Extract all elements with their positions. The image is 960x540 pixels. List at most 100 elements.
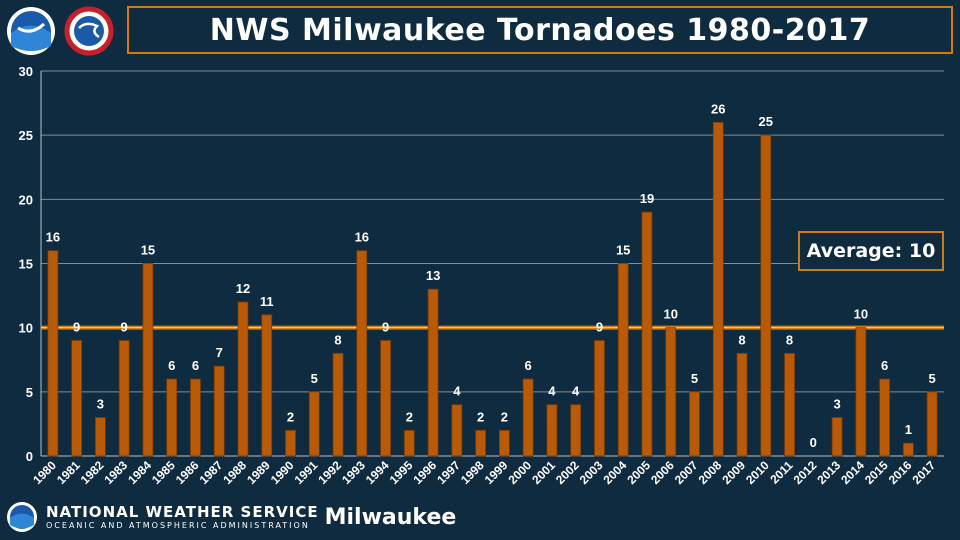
- y-tick-label: 10: [19, 321, 33, 336]
- data-label: 3: [97, 397, 104, 412]
- x-tick-label: 1984: [125, 458, 154, 487]
- data-label: 6: [168, 358, 175, 373]
- bar: [641, 211, 653, 457]
- data-label: 9: [596, 320, 603, 335]
- bar: [190, 378, 201, 457]
- x-tick-label: 1992: [315, 458, 344, 487]
- x-tick-label: 1990: [268, 458, 297, 487]
- bar: [498, 429, 510, 457]
- data-label: 12: [236, 281, 250, 296]
- data-label: 6: [525, 358, 532, 373]
- bar: [213, 365, 225, 457]
- data-label: 16: [355, 230, 369, 245]
- y-tick-label: 20: [19, 192, 33, 207]
- x-tick-label: 2001: [529, 458, 558, 487]
- bar: [855, 327, 867, 457]
- org-subtitle: OCEANIC AND ATMOSPHERIC ADMINISTRATION: [46, 520, 310, 530]
- x-tick-label: 2012: [791, 458, 820, 487]
- data-label: 11: [260, 294, 274, 309]
- x-tick-label: 1988: [220, 458, 249, 487]
- y-tick-label: 15: [19, 257, 33, 272]
- x-tick-label: 2010: [743, 458, 772, 487]
- data-label: 13: [426, 268, 440, 283]
- bar: [926, 391, 938, 457]
- average-label: Average: 10: [806, 240, 936, 262]
- x-tick-label: 2008: [696, 458, 725, 487]
- data-label: 9: [121, 320, 128, 335]
- data-label: 7: [216, 345, 223, 360]
- x-tick-label: 2017: [909, 458, 938, 487]
- bar: [665, 327, 677, 457]
- bar: [237, 301, 249, 457]
- x-tick-label: 2005: [624, 458, 653, 487]
- bar: [570, 404, 582, 457]
- y-tick-label: 0: [26, 449, 33, 464]
- bar: [261, 314, 273, 457]
- bar: [879, 378, 890, 457]
- bar: [332, 352, 344, 457]
- x-tick-label: 1987: [197, 458, 226, 487]
- x-tick-label: 1986: [173, 458, 202, 487]
- x-tick-label: 1981: [54, 458, 83, 487]
- data-label: 2: [287, 409, 294, 424]
- bar: [617, 263, 629, 457]
- y-tick-label: 25: [19, 128, 33, 143]
- bar: [522, 378, 534, 457]
- data-label: 10: [663, 307, 677, 322]
- bar: [475, 429, 487, 457]
- data-label: 15: [616, 243, 630, 258]
- bar: [356, 250, 368, 457]
- bar: [689, 391, 700, 457]
- org-name: NATIONAL WEATHER SERVICE: [46, 502, 319, 521]
- data-label: 4: [548, 384, 556, 399]
- bar: [594, 340, 605, 457]
- bar: [95, 417, 106, 457]
- data-label: 4: [453, 384, 461, 399]
- title-box: NWS Milwaukee Tornadoes 1980-2017: [127, 6, 953, 54]
- data-label: 0: [810, 435, 817, 450]
- x-tick-label: 1983: [102, 458, 131, 487]
- noaa-logo-icon: [6, 6, 56, 56]
- bar: [831, 417, 843, 457]
- data-label: 15: [141, 243, 155, 258]
- y-tick-label: 30: [19, 64, 33, 79]
- bar: [451, 404, 463, 457]
- data-label: 5: [691, 371, 698, 386]
- chart-title: NWS Milwaukee Tornadoes 1980-2017: [209, 12, 871, 48]
- x-tick-label: 1999: [482, 458, 511, 487]
- bar: [760, 134, 772, 457]
- x-tick-label: 2003: [577, 458, 606, 487]
- noaa-footer-logo-icon: [7, 502, 37, 532]
- bar: [403, 429, 415, 457]
- x-tick-label: 2011: [767, 458, 796, 487]
- data-label: 8: [786, 332, 793, 347]
- x-tick-label: 1995: [387, 458, 416, 487]
- x-tick-label: 2014: [838, 458, 867, 487]
- bar: [546, 404, 558, 457]
- bar: [712, 121, 724, 457]
- data-label: 26: [711, 101, 725, 116]
- y-tick-label: 5: [26, 385, 33, 400]
- data-label: 2: [477, 409, 484, 424]
- data-label: 8: [738, 332, 745, 347]
- data-label: 2: [406, 409, 413, 424]
- data-label: 8: [334, 332, 341, 347]
- data-label: 3: [833, 397, 840, 412]
- bar: [118, 340, 130, 457]
- x-tick-label: 1997: [434, 458, 463, 487]
- x-tick-label: 1991: [292, 458, 321, 487]
- bar: [308, 391, 320, 457]
- data-label: 9: [73, 320, 80, 335]
- x-tick-label: 2002: [553, 458, 582, 487]
- x-tick-label: 1998: [458, 458, 487, 487]
- bar: [71, 340, 83, 457]
- x-tick-label: 1994: [363, 458, 392, 487]
- x-tick-label: 2009: [719, 458, 748, 487]
- bar: [784, 352, 795, 457]
- data-label: 19: [640, 191, 654, 206]
- bar: [380, 340, 391, 457]
- x-tick-label: 2013: [814, 458, 843, 487]
- bar: [427, 288, 439, 457]
- data-label: 10: [854, 307, 868, 322]
